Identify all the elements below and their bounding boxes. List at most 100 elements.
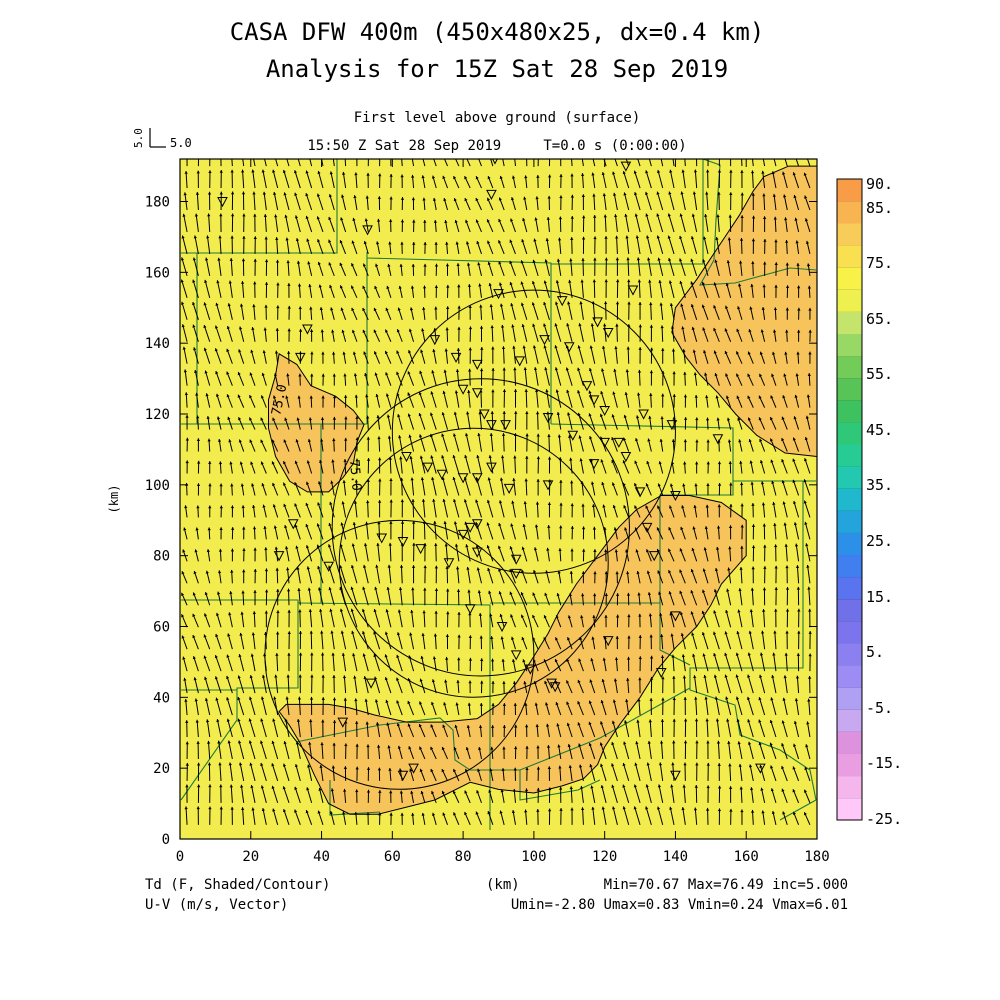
wind-vector (758, 742, 766, 760)
wind-vector (214, 654, 222, 672)
colorbar-swatch (837, 355, 862, 379)
wind-vector (237, 371, 245, 386)
wind-vector (500, 636, 505, 650)
wind-vector (717, 808, 722, 825)
wind-vector (510, 218, 516, 233)
wind-vector (692, 526, 698, 540)
wind-vector (287, 328, 291, 342)
wind-vector (362, 263, 369, 277)
wind-vector (490, 325, 494, 342)
wind-vector (374, 285, 381, 299)
wind-vector (364, 218, 369, 233)
wind-vector (294, 215, 301, 233)
wind-vector (487, 240, 494, 255)
wind-vector (536, 175, 540, 189)
wind-vector (384, 350, 392, 364)
wind-vector (660, 325, 664, 342)
wind-vector (283, 741, 290, 760)
station-marker (599, 405, 610, 417)
wind-vector (796, 329, 801, 342)
wind-vector (419, 678, 426, 694)
wind-vector (690, 568, 698, 584)
wind-vector (241, 505, 245, 518)
wind-vector (229, 784, 233, 803)
wind-vector (332, 416, 337, 430)
wind-vector (388, 767, 392, 781)
wind-vector (432, 498, 437, 518)
wind-vector (468, 347, 472, 364)
wind-vector (739, 237, 744, 254)
wind-vector (794, 394, 800, 408)
wind-vector (795, 159, 800, 167)
colorbar-swatch (837, 775, 862, 799)
wind-vector (206, 415, 211, 430)
footer-variable-vector: U-V (m/s, Vector) (145, 897, 288, 913)
wind-vector (343, 373, 347, 386)
wind-vector (230, 213, 235, 232)
wind-vector (317, 810, 324, 825)
station-marker (294, 352, 306, 363)
wind-vector (625, 549, 630, 562)
wind-vector (328, 586, 335, 606)
wind-vector (657, 483, 664, 496)
wind-vector (217, 740, 222, 760)
wind-vector (645, 806, 652, 825)
wind-vector (401, 159, 403, 167)
wind-vector (672, 371, 676, 386)
wind-vector (535, 501, 540, 518)
td-contour-line (278, 495, 747, 815)
wind-vector (248, 718, 256, 738)
wind-vector (217, 257, 222, 276)
wind-vector (400, 520, 405, 540)
wind-vector (635, 741, 641, 760)
wind-vector (183, 677, 188, 694)
wind-vector (713, 327, 720, 342)
wind-vector (701, 281, 709, 298)
wind-vector (725, 696, 732, 716)
wind-vector (196, 483, 201, 496)
wind-vector (384, 329, 392, 342)
wind-vector (622, 482, 630, 496)
wind-vector (329, 284, 335, 298)
wind-vector (785, 565, 789, 584)
wind-vector (240, 281, 245, 298)
wind-vector (749, 306, 754, 320)
wind-vector (226, 394, 233, 408)
wind-vector (264, 568, 269, 584)
wind-vector (803, 479, 811, 496)
wind-vector (486, 219, 494, 233)
wind-vector (514, 411, 518, 430)
wind-vector (762, 216, 767, 232)
wind-vector (602, 504, 607, 518)
wind-vector (457, 611, 461, 628)
wind-vector (625, 159, 630, 167)
wind-vector (441, 412, 449, 430)
wind-vector (263, 327, 267, 342)
wind-vector (192, 324, 199, 342)
wind-vector (185, 460, 189, 474)
wind-vector (547, 502, 552, 518)
wind-vector (271, 439, 279, 452)
wind-vector (285, 696, 290, 716)
wind-vector (738, 439, 743, 452)
wind-vector (205, 719, 211, 738)
wind-vector (670, 461, 675, 474)
wind-vector (332, 697, 337, 716)
wind-vector (208, 483, 212, 496)
wind-vector (351, 262, 358, 277)
wind-vector (660, 719, 665, 738)
wind-vector (410, 285, 415, 298)
wind-vector (569, 258, 573, 276)
x-tick-label: 140 (663, 849, 688, 865)
wind-vector (770, 765, 777, 782)
wind-vector (522, 345, 528, 364)
wind-vector (634, 762, 641, 782)
wind-vector (344, 159, 347, 167)
wind-vector (612, 699, 618, 716)
wind-vector (423, 219, 427, 232)
wind-vector (634, 191, 641, 211)
station-marker (401, 452, 412, 463)
wind-vector (389, 812, 393, 825)
td-warm-region (671, 166, 817, 457)
wind-vector (591, 301, 596, 320)
